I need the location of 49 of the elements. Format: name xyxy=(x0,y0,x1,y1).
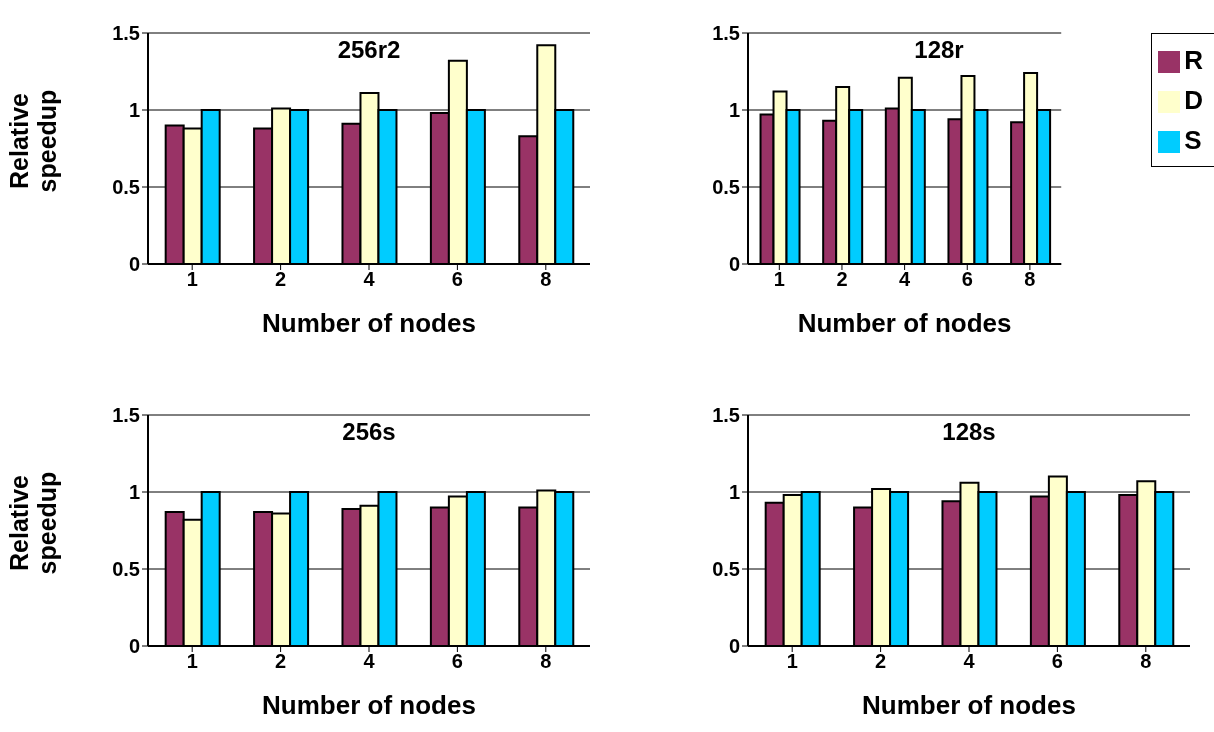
y-tick-label: 1 xyxy=(728,481,740,504)
y-tick-label: 1.5 xyxy=(712,404,740,427)
y-tick-label: 0 xyxy=(728,635,740,658)
x-axis-title: Number of nodes xyxy=(262,690,476,720)
y-tick-label: 1 xyxy=(128,481,140,504)
chart-title: 128s xyxy=(941,418,997,446)
x-tick-label: 4 xyxy=(963,650,976,673)
x-tick-label: 1 xyxy=(786,650,798,673)
x-tick-label: 6 xyxy=(1051,650,1063,673)
x-tick-label: 8 xyxy=(1140,650,1152,673)
x-tick-label: 2 xyxy=(275,268,287,291)
x-axis-title: Number of nodes xyxy=(862,690,1076,720)
x-tick-label: 2 xyxy=(836,268,848,291)
x-tick-label: 2 xyxy=(275,650,287,673)
y-axis-title: Relative speedup xyxy=(5,470,61,577)
y-tick-label: 1.5 xyxy=(112,22,140,45)
y-tick-label: 1.5 xyxy=(112,404,140,427)
x-tick-label: 6 xyxy=(451,650,463,673)
x-tick-label: 8 xyxy=(540,650,552,673)
chart-title: 256r2 xyxy=(336,36,402,64)
y-tick-label: 1 xyxy=(728,99,740,122)
x-tick-label: 6 xyxy=(451,268,463,291)
y-tick-label: 0.5 xyxy=(112,176,140,199)
x-tick-label: 8 xyxy=(540,268,552,291)
y-tick-label: 0 xyxy=(128,253,140,276)
x-tick-label: 1 xyxy=(186,650,198,673)
x-tick-label: 4 xyxy=(899,268,912,291)
legend-label: R xyxy=(1184,45,1203,75)
x-axis-title: Number of nodes xyxy=(262,308,476,338)
legend-label: S xyxy=(1184,125,1202,155)
x-tick-label: 8 xyxy=(1024,268,1036,291)
y-tick-label: 0 xyxy=(728,253,740,276)
x-tick-label: 2 xyxy=(875,650,887,673)
x-tick-label: 1 xyxy=(186,268,198,291)
legend-label: D xyxy=(1184,85,1203,115)
x-axis-title: Number of nodes xyxy=(797,308,1012,338)
y-tick-label: 0.5 xyxy=(712,558,740,581)
y-axis-title: Relative speedup xyxy=(5,88,61,195)
y-tick-label: 1.5 xyxy=(712,22,740,45)
y-tick-label: 0.5 xyxy=(112,558,140,581)
x-tick-label: 6 xyxy=(961,268,973,291)
x-tick-label: 1 xyxy=(773,268,785,291)
x-tick-label: 4 xyxy=(363,268,376,291)
y-tick-label: 1 xyxy=(128,99,140,122)
y-tick-label: 0.5 xyxy=(712,176,740,199)
chart-title: 128r xyxy=(913,36,965,64)
chart-title: 256s xyxy=(341,418,397,446)
y-tick-label: 0 xyxy=(128,635,140,658)
x-tick-label: 4 xyxy=(363,650,376,673)
